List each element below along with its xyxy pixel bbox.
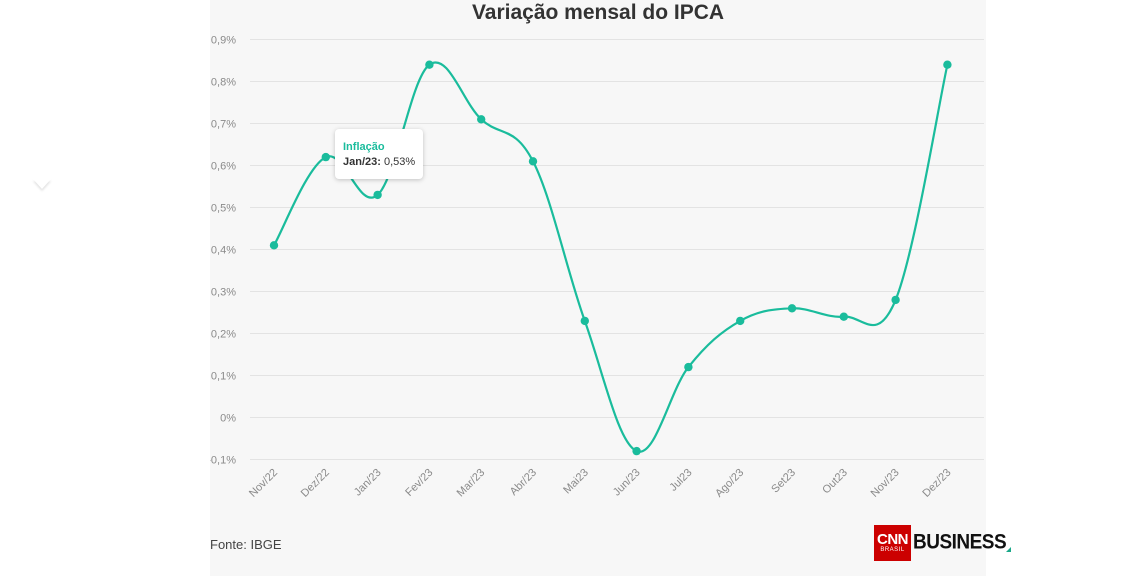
y-tick-label: 0,7% <box>211 119 236 131</box>
data-point-set23[interactable] <box>787 304 797 313</box>
logo-brand-text: CNN <box>877 530 909 548</box>
data-point-jul23[interactable] <box>684 362 693 372</box>
tooltip: Inflação Jan/23: 0,53% <box>335 129 423 179</box>
tooltip-value: 0,53% <box>383 156 416 168</box>
logo-sub-text: BRASIL <box>880 546 905 553</box>
tooltip-label: Jan/23: <box>343 156 381 168</box>
x-tick-label: Mar/23 <box>455 467 488 500</box>
y-tick-label: 0% <box>220 413 236 425</box>
data-point-dez-23[interactable] <box>943 60 952 69</box>
y-tick-label: 0,4% <box>211 245 236 257</box>
data-point-fev-23[interactable] <box>425 60 434 69</box>
cnn-brasil-logo-box: CNN BRASIL <box>874 525 911 561</box>
series-line-inflacao <box>273 61 949 453</box>
data-point-jun-23[interactable] <box>632 446 641 456</box>
data-point-dez-22[interactable] <box>321 152 330 162</box>
x-tick-label: Jun/23 <box>611 467 643 499</box>
x-tick-label: Dez/23 <box>920 467 953 500</box>
y-tick-label: 0,3% <box>211 287 236 299</box>
tooltip-series-name: Inflação <box>343 141 385 153</box>
x-tick-label: Out23 <box>820 467 850 497</box>
x-tick-label: Dez/22 <box>299 467 332 500</box>
y-tick-label: 0,1% <box>211 371 236 383</box>
x-tick-label: Abr/23 <box>508 467 539 498</box>
data-point-out23[interactable] <box>839 312 848 321</box>
x-tick-label: Set23 <box>769 467 798 496</box>
y-tick-label: -0,1% <box>210 455 236 467</box>
y-tick-label: 0,9% <box>211 35 236 47</box>
tooltip-pointer <box>33 179 51 189</box>
data-point-mai23[interactable] <box>580 316 589 326</box>
logo-business-text: BUSINESS <box>913 530 1007 554</box>
x-tick-label: Jan/23 <box>352 467 384 499</box>
data-point-ago-23[interactable] <box>736 316 745 326</box>
x-axis-tick-labels: Nov/22 Dez/22 Jan/23 Fev/23 Mar/23 Abr/23 Mai2… <box>247 467 954 500</box>
source-note: Fonte: IBGE <box>210 537 282 552</box>
y-tick-label: 0,5% <box>211 203 236 215</box>
y-tick-label: 0,2% <box>211 329 236 341</box>
x-tick-label: Fev/23 <box>403 467 435 499</box>
line-chart: Variação mensal do IPCA -0,1% 0% 0,1% 0,2% 0… <box>210 1 984 500</box>
data-point-mar-23[interactable] <box>477 115 486 124</box>
y-tick-label: 0,6% <box>211 161 236 173</box>
y-axis-tick-labels: -0,1% 0% 0,1% 0,2% 0,3% 0,4% 0,5% 0,6% 0,7% 0,8% 0… <box>210 35 236 467</box>
x-tick-label: Ago/23 <box>713 467 746 500</box>
x-tick-label: Nov/23 <box>869 467 902 500</box>
x-tick-label: Jul23 <box>667 467 694 494</box>
x-tick-label: Mai23 <box>561 467 591 497</box>
logo-triangle-icon <box>1006 547 1012 552</box>
tooltip-row: Jan/23: 0,53% <box>343 156 415 168</box>
data-point-nov-23[interactable] <box>891 295 900 305</box>
data-point-abr-23[interactable] <box>528 157 538 166</box>
data-point-nov-22[interactable] <box>269 241 279 250</box>
data-point-jan-23[interactable] <box>373 190 382 200</box>
chart-title: Variação mensal do IPCA <box>472 1 724 24</box>
x-tick-label: Nov/22 <box>247 467 280 500</box>
gridlines <box>250 39 984 460</box>
series-points <box>269 60 952 456</box>
y-tick-label: 0,8% <box>211 77 236 89</box>
chart-panel: Variação mensal do IPCA -0,1% 0% 0,1% 0,2% 0… <box>210 0 986 576</box>
cnn-business-logo: CNN BRASIL BUSINESS <box>874 525 1012 561</box>
